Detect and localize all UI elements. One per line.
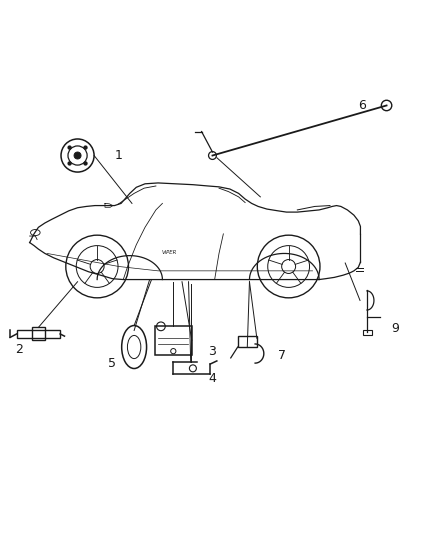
Text: 1: 1 bbox=[115, 149, 123, 162]
Bar bbox=[155, 326, 192, 354]
Text: 9: 9 bbox=[391, 322, 399, 335]
Bar bbox=[17, 329, 60, 338]
Bar bbox=[32, 327, 45, 341]
Text: VIPER: VIPER bbox=[161, 250, 177, 255]
Bar bbox=[238, 336, 257, 347]
Circle shape bbox=[83, 161, 88, 166]
Circle shape bbox=[67, 161, 72, 166]
Bar bbox=[364, 330, 372, 335]
Text: 3: 3 bbox=[208, 345, 216, 358]
Circle shape bbox=[67, 146, 72, 150]
Circle shape bbox=[83, 146, 88, 150]
Text: 5: 5 bbox=[108, 357, 117, 369]
Circle shape bbox=[74, 152, 81, 159]
Text: 2: 2 bbox=[15, 343, 23, 356]
Text: 4: 4 bbox=[208, 372, 216, 385]
Text: 7: 7 bbox=[278, 349, 286, 362]
Text: 6: 6 bbox=[358, 99, 366, 112]
